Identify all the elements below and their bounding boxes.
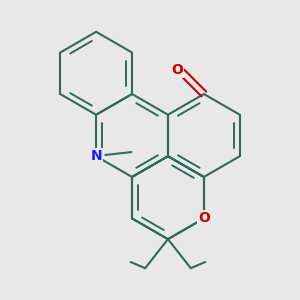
Text: O: O	[171, 63, 183, 77]
Text: O: O	[198, 212, 210, 225]
Text: N: N	[90, 149, 102, 163]
